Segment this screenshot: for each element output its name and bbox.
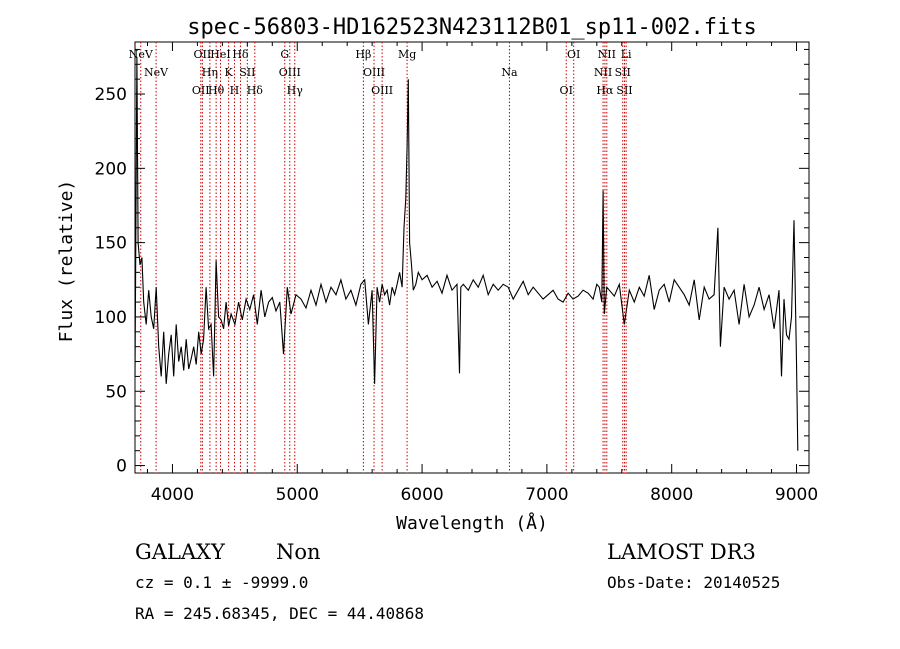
redshift-text: cz = 0.1 ± -9999.0 [135, 573, 308, 592]
emission-line-label: SII [239, 66, 255, 79]
emission-line-label: Hα [596, 84, 614, 97]
obs-date-text: Obs-Date: 20140525 [607, 573, 780, 592]
emission-line-label: NeV [129, 48, 154, 61]
y-tick-label: 150 [95, 234, 127, 254]
x-axis-label: Wavelength (Å) [396, 512, 548, 534]
y-tick-label: 250 [95, 85, 127, 105]
emission-line-label: Hδ [247, 84, 264, 97]
x-axis-ticks: 4000 5000 6000 7000 8000 9000 [146, 42, 818, 505]
emission-line-label: Hη [202, 66, 218, 79]
spectrum-series [134, 56, 799, 451]
emission-line-label: OII [192, 84, 210, 97]
emission-line-label: H [230, 84, 240, 97]
emission-line-label: OIII [279, 66, 301, 79]
emission-line-label: Hγ [287, 84, 304, 97]
plot-frame [134, 41, 810, 474]
emission-line-label: SII [616, 84, 632, 97]
emission-line-label: NII [598, 48, 616, 61]
survey-name: LAMOST DR3 [607, 540, 756, 564]
chart-title: spec-56803-HD162523N423112B01_sp11-002.f… [187, 15, 757, 40]
x-tick-label: 7000 [525, 485, 568, 505]
y-tick-label: 0 [116, 457, 127, 477]
emission-line-label: OIII [371, 84, 393, 97]
object-class: GALAXY [135, 540, 226, 564]
emission-line-label: OI [560, 84, 573, 97]
x-tick-label: 8000 [650, 485, 693, 505]
x-tick-label: 4000 [151, 485, 194, 505]
y-axis-label: Flux (relative) [56, 180, 77, 343]
object-subclass: Non [276, 540, 321, 564]
x-tick-label: 9000 [775, 485, 818, 505]
emission-line-labels: NeV NeV OII OII Hη Hθ HeI KH Hδ SII Hδ G OIII Hγ Hβ OII… [129, 48, 633, 97]
emission-line-label: OIII [363, 66, 385, 79]
y-tick-label: 50 [105, 382, 127, 402]
coordinates-text: RA = 245.68345, DEC = 44.40868 [135, 604, 424, 623]
x-tick-label: 5000 [276, 485, 319, 505]
emission-line-markers [140, 42, 627, 473]
emission-line-label: OII [194, 48, 212, 61]
emission-line-label: G [280, 48, 289, 61]
emission-line-label: NeV [144, 66, 169, 79]
emission-line-label: K [225, 66, 234, 79]
emission-line-label: Hθ [208, 84, 225, 97]
emission-line-label: Na [501, 66, 518, 79]
emission-line-label: Li [621, 48, 632, 61]
emission-line-label: OI [567, 48, 580, 61]
emission-line-label: Hβ [355, 48, 371, 61]
emission-line-label: SII [615, 66, 631, 79]
plot-area: NeV NeV OII OII Hη Hθ HeI KH Hδ SII Hδ G OIII Hγ Hβ OII… [95, 41, 818, 505]
x-tick-label: 6000 [400, 485, 443, 505]
emission-line-label: HeI [210, 48, 230, 61]
emission-line-label: Hδ [232, 48, 249, 61]
y-tick-label: 100 [95, 308, 127, 328]
emission-line-label: Mg [398, 48, 416, 61]
emission-line-label: NII [594, 66, 612, 79]
y-tick-label: 200 [95, 159, 127, 179]
y-axis-ticks: 0 50 100 150 200 250 [95, 48, 809, 477]
